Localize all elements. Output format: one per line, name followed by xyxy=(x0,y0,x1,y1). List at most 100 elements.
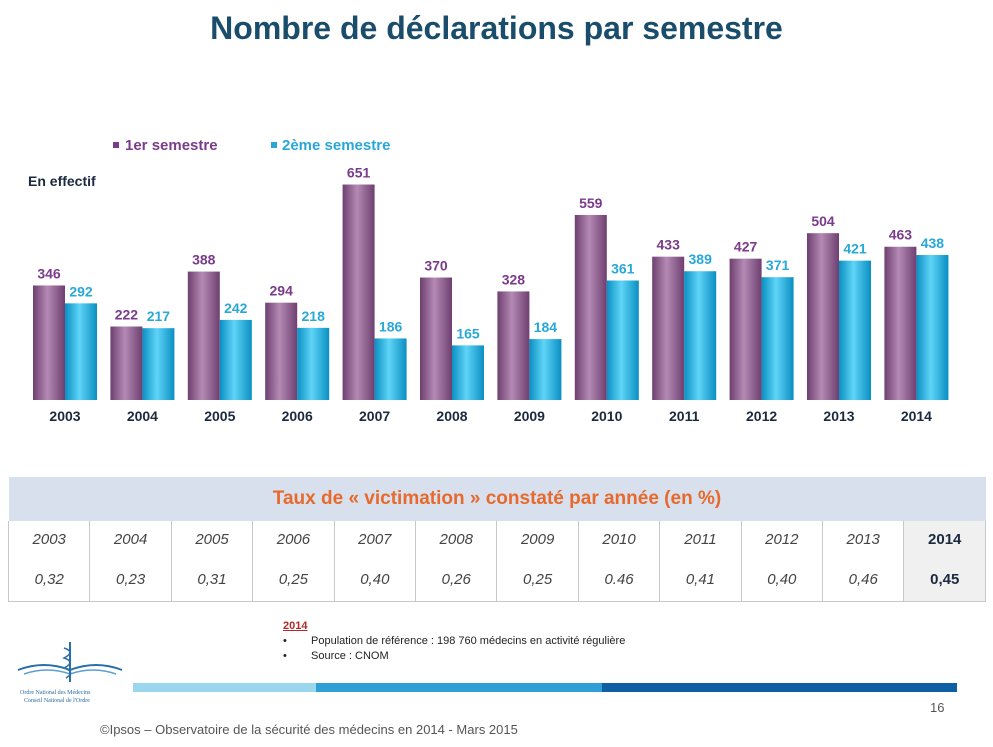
legend-label-series1: 1er semestre xyxy=(125,137,218,154)
ordre-medecins-logo: Ordre National des Médecins Conseil Nati… xyxy=(17,642,123,704)
table-value-cell: 0,25 xyxy=(496,557,579,602)
notes-block: 2014 • Population de référence : 198 760 … xyxy=(283,620,625,662)
bar-semestre2-2013 xyxy=(839,260,871,400)
data-label-semestre1-2014: 463 xyxy=(889,227,913,243)
bar-semestre1-2007 xyxy=(342,184,375,400)
data-label-semestre1-2006: 294 xyxy=(270,283,294,299)
bar-semestre1-2004 xyxy=(110,326,143,400)
x-tick-label-2012: 2012 xyxy=(746,408,777,424)
table-year-cell: 2005 xyxy=(170,521,254,557)
table-year-cell: 2011 xyxy=(659,521,742,557)
data-label-semestre1-2007: 651 xyxy=(347,165,371,181)
x-tick-label-2011: 2011 xyxy=(669,408,700,424)
data-label-semestre1-2012: 427 xyxy=(734,239,758,255)
table-year-cell: 2009 xyxy=(496,521,579,557)
data-label-semestre1-2011: 433 xyxy=(657,237,681,253)
table-value-cell: 0,25 xyxy=(252,557,335,602)
data-label-semestre2-2007: 186 xyxy=(379,318,403,334)
bar-semestre2-2011 xyxy=(684,271,717,400)
table-years-row: 2003 2004 2005 2006 2007 2008 2009 2010 2011 2012… xyxy=(7,521,986,557)
data-label-semestre2-2014: 438 xyxy=(921,235,945,251)
table-value-cell: 0,45 xyxy=(903,557,986,602)
x-tick-label-2006: 2006 xyxy=(282,408,313,424)
table-value-cell: 0.46 xyxy=(577,557,661,602)
bar-semestre2-2003 xyxy=(65,303,97,400)
table-value-cell: 0,40 xyxy=(333,557,417,602)
legend-swatch-series2 xyxy=(271,142,277,148)
decor-stripe-dark xyxy=(602,683,957,692)
table-year-cell: 2012 xyxy=(740,521,824,557)
table-value-cell: 0,41 xyxy=(659,557,742,602)
data-label-semestre2-2010: 361 xyxy=(611,261,635,277)
table-year-cell: 2008 xyxy=(415,521,498,557)
data-label-semestre1-2003: 346 xyxy=(37,265,61,281)
x-tick-label-2014: 2014 xyxy=(901,408,932,424)
table-year-cell: 2010 xyxy=(577,521,661,557)
bar-semestre1-2011 xyxy=(652,256,685,400)
victimation-table: Taux de « victimation » constaté par ann… xyxy=(7,477,986,602)
x-tick-label-2009: 2009 xyxy=(514,408,545,424)
x-tick-label-2008: 2008 xyxy=(436,408,467,424)
data-label-semestre2-2013: 421 xyxy=(843,241,867,257)
table-year-cell: 2006 xyxy=(252,521,335,557)
x-tick-label-2013: 2013 xyxy=(823,408,854,424)
notes-year: 2014 xyxy=(283,620,308,632)
chart-legend: 1er semestre 2ème semestre xyxy=(113,137,390,154)
bar-semestre2-2010 xyxy=(606,280,639,400)
data-label-semestre2-2012: 371 xyxy=(766,257,790,273)
bar-semestre1-2006 xyxy=(265,302,298,400)
bar-semestre1-2013 xyxy=(807,233,839,400)
decor-stripe-light xyxy=(133,683,316,692)
data-label-semestre2-2011: 389 xyxy=(689,251,713,267)
bar-semestre1-2003 xyxy=(33,285,65,400)
bar-semestre1-2009 xyxy=(497,291,530,400)
table-year-cell: 2007 xyxy=(333,521,417,557)
data-label-semestre1-2013: 504 xyxy=(811,213,835,229)
table-value-cell: 0,40 xyxy=(740,557,824,602)
table-value-cell: 0,31 xyxy=(170,557,254,602)
table-caption: Taux de « victimation » constaté par ann… xyxy=(8,477,986,521)
bar-semestre1-2010 xyxy=(574,214,607,400)
page-number: 16 xyxy=(930,700,945,715)
logo-text-line2: Conseil National de l'Ordre xyxy=(24,698,90,704)
bar-semestre2-2012 xyxy=(761,277,794,400)
bar-semestre1-2014 xyxy=(884,246,917,400)
bar-semestre2-2014 xyxy=(916,255,949,400)
data-label-semestre1-2004: 222 xyxy=(115,307,139,323)
bar-semestre2-2009 xyxy=(529,339,562,400)
data-label-semestre2-2005: 242 xyxy=(224,300,248,316)
table-year-cell: 2003 xyxy=(7,521,91,557)
table-values-row: 0,32 0,23 0,31 0,25 0,40 0,26 0,25 0.46 0,41 0,40… xyxy=(7,557,986,602)
x-tick-label-2003: 2003 xyxy=(49,408,80,424)
logo-text-line1: Ordre National des Médecins xyxy=(20,690,91,696)
decor-stripe-mid xyxy=(316,683,602,692)
table-year-cell: 2014 xyxy=(903,521,986,557)
data-label-semestre1-2009: 328 xyxy=(502,271,526,287)
footer-text: ©Ipsos – Observatoire de la sécurité des… xyxy=(100,722,518,737)
page-title: Nombre de déclarations par semestre xyxy=(210,10,783,46)
bars-group: 346 292 2003 222 217 2004 388 242 2005 294 218 2006… xyxy=(33,165,949,424)
x-tick-label-2005: 2005 xyxy=(204,408,235,424)
data-label-semestre1-2008: 370 xyxy=(424,258,448,274)
x-tick-label-2004: 2004 xyxy=(127,408,158,424)
bar-chart: 1er semestre 2ème semestre En effectif 3… xyxy=(28,137,949,424)
bar-semestre2-2004 xyxy=(142,328,175,400)
bar-semestre2-2006 xyxy=(297,327,330,400)
bar-semestre2-2005 xyxy=(219,319,252,400)
data-label-semestre2-2004: 217 xyxy=(147,308,171,324)
bar-semestre2-2008 xyxy=(452,345,484,400)
table-year-cell: 2004 xyxy=(89,521,172,557)
legend-label-series2: 2ème semestre xyxy=(282,137,390,154)
data-label-semestre1-2005: 388 xyxy=(192,252,216,268)
table-year-cell: 2013 xyxy=(822,521,905,557)
data-label-semestre2-2006: 218 xyxy=(302,308,326,324)
bar-semestre1-2008 xyxy=(420,277,452,400)
note-source: Source : CNOM xyxy=(311,650,389,662)
legend-swatch-series1 xyxy=(113,142,119,148)
x-tick-label-2010: 2010 xyxy=(591,408,622,424)
data-label-semestre2-2008: 165 xyxy=(456,325,480,341)
table-value-cell: 0,32 xyxy=(7,557,91,602)
bar-semestre2-2007 xyxy=(374,338,407,400)
note-population: Population de référence : 198 760 médeci… xyxy=(311,635,626,647)
bar-semestre1-2012 xyxy=(729,258,762,400)
